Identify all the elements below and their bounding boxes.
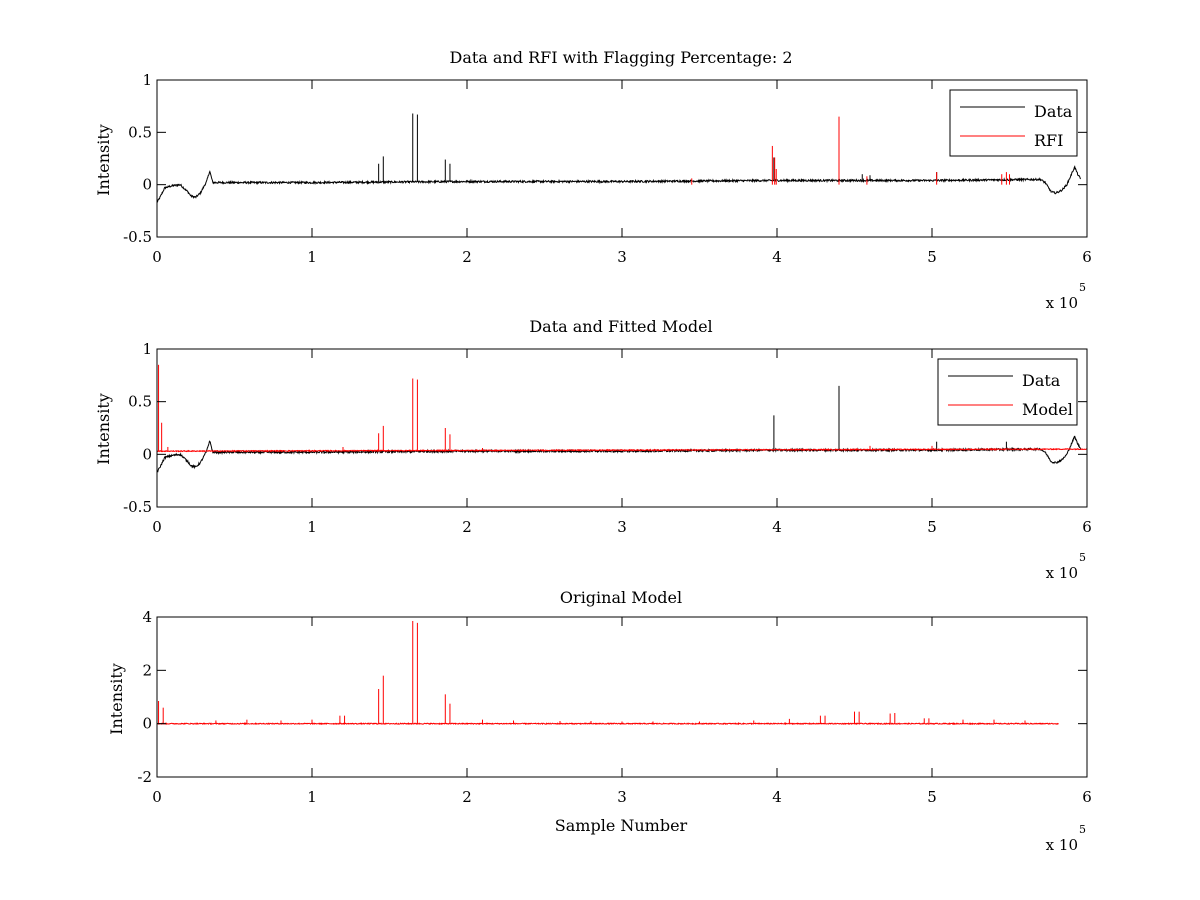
- y-tick-label: -0.5: [123, 498, 152, 516]
- legend-box: [949, 89, 1078, 157]
- plot-area: [157, 113, 1082, 203]
- x-tick-label: 2: [462, 788, 472, 806]
- x-tick-label: 2: [462, 518, 472, 536]
- plot-marks: [157, 113, 1082, 203]
- x-tick-label: 2: [462, 248, 472, 266]
- x-exponent-power: 5: [1079, 281, 1086, 294]
- x-tick-label: 0: [152, 788, 162, 806]
- y-tick-label: 0: [142, 176, 152, 194]
- panel-data-rfi: Data and RFI with Flagging Percentage: 2…: [94, 48, 1092, 312]
- x-tick-label: 6: [1082, 518, 1092, 536]
- x-tick-label: 5: [927, 518, 937, 536]
- plot-marks: [157, 364, 1087, 473]
- x-tick-label: 3: [617, 518, 627, 536]
- legend-entry-data: Data: [1022, 371, 1061, 390]
- y-tick-label: 0: [142, 715, 152, 733]
- x-exponent-label: x 10: [1046, 294, 1078, 312]
- y-axis-label: Intensity: [107, 663, 126, 735]
- x-tick-label: 6: [1082, 248, 1092, 266]
- series-line-data: [157, 165, 1082, 203]
- chart-title: Original Model: [560, 588, 682, 607]
- plot-area: [157, 364, 1087, 473]
- y-tick-label: 0.5: [128, 123, 152, 141]
- x-tick-label: 0: [152, 248, 162, 266]
- x-tick-label: 0: [152, 518, 162, 536]
- legend-entry-model: Model: [1022, 400, 1073, 419]
- y-tick-label: -2: [137, 768, 152, 786]
- y-tick-label: -0.5: [123, 228, 152, 246]
- x-tick-label: 1: [307, 518, 317, 536]
- legend: Data Model: [937, 358, 1078, 426]
- legend-box: [937, 358, 1078, 426]
- chart-title: Data and RFI with Flagging Percentage: 2: [449, 48, 792, 67]
- y-tick-label: 1: [142, 71, 152, 89]
- x-tick-label: 1: [307, 788, 317, 806]
- y-tick-label: 0.5: [128, 393, 152, 411]
- axis-ticks: 0 1 2 3 4 5 6-0.500.51: [123, 71, 1092, 266]
- x-tick-label: 1: [307, 248, 317, 266]
- x-exponent-power: 5: [1079, 823, 1086, 836]
- y-axis-label: Intensity: [94, 124, 113, 196]
- x-tick-label: 4: [772, 248, 782, 266]
- x-tick-label: 4: [772, 788, 782, 806]
- legend: Data RFI: [949, 89, 1078, 157]
- series-line-series: [157, 722, 1059, 726]
- y-tick-label: 1: [142, 340, 152, 358]
- plot-area: [157, 621, 1059, 726]
- y-tick-label: 4: [142, 608, 152, 626]
- x-tick-label: 4: [772, 518, 782, 536]
- chart-title: Data and Fitted Model: [529, 317, 712, 336]
- x-axis-label: Sample Number: [555, 816, 688, 835]
- plot-marks: [157, 621, 1059, 726]
- x-exponent-power: 5: [1079, 551, 1086, 564]
- x-tick-label: 6: [1082, 788, 1092, 806]
- x-tick-label: 5: [927, 788, 937, 806]
- x-tick-label: 5: [927, 248, 937, 266]
- panel-data-model: Data and Fitted Model Intensity 0 1 2 3 4 5 6 -…: [94, 317, 1092, 582]
- legend-entry-rfi: RFI: [1034, 131, 1063, 150]
- x-exponent-label: x 10: [1046, 564, 1078, 582]
- y-tick-label: 0: [142, 445, 152, 463]
- x-tick-label: 3: [617, 788, 627, 806]
- y-tick-label: 2: [142, 661, 152, 679]
- y-axis-label: Intensity: [94, 393, 113, 465]
- x-exponent-label: x 10: [1046, 836, 1078, 854]
- x-tick-label: 3: [617, 248, 627, 266]
- axis-ticks: 0 1 2 3 4 5 6-0.500.51: [123, 340, 1092, 536]
- legend-entry-data: Data: [1034, 102, 1073, 121]
